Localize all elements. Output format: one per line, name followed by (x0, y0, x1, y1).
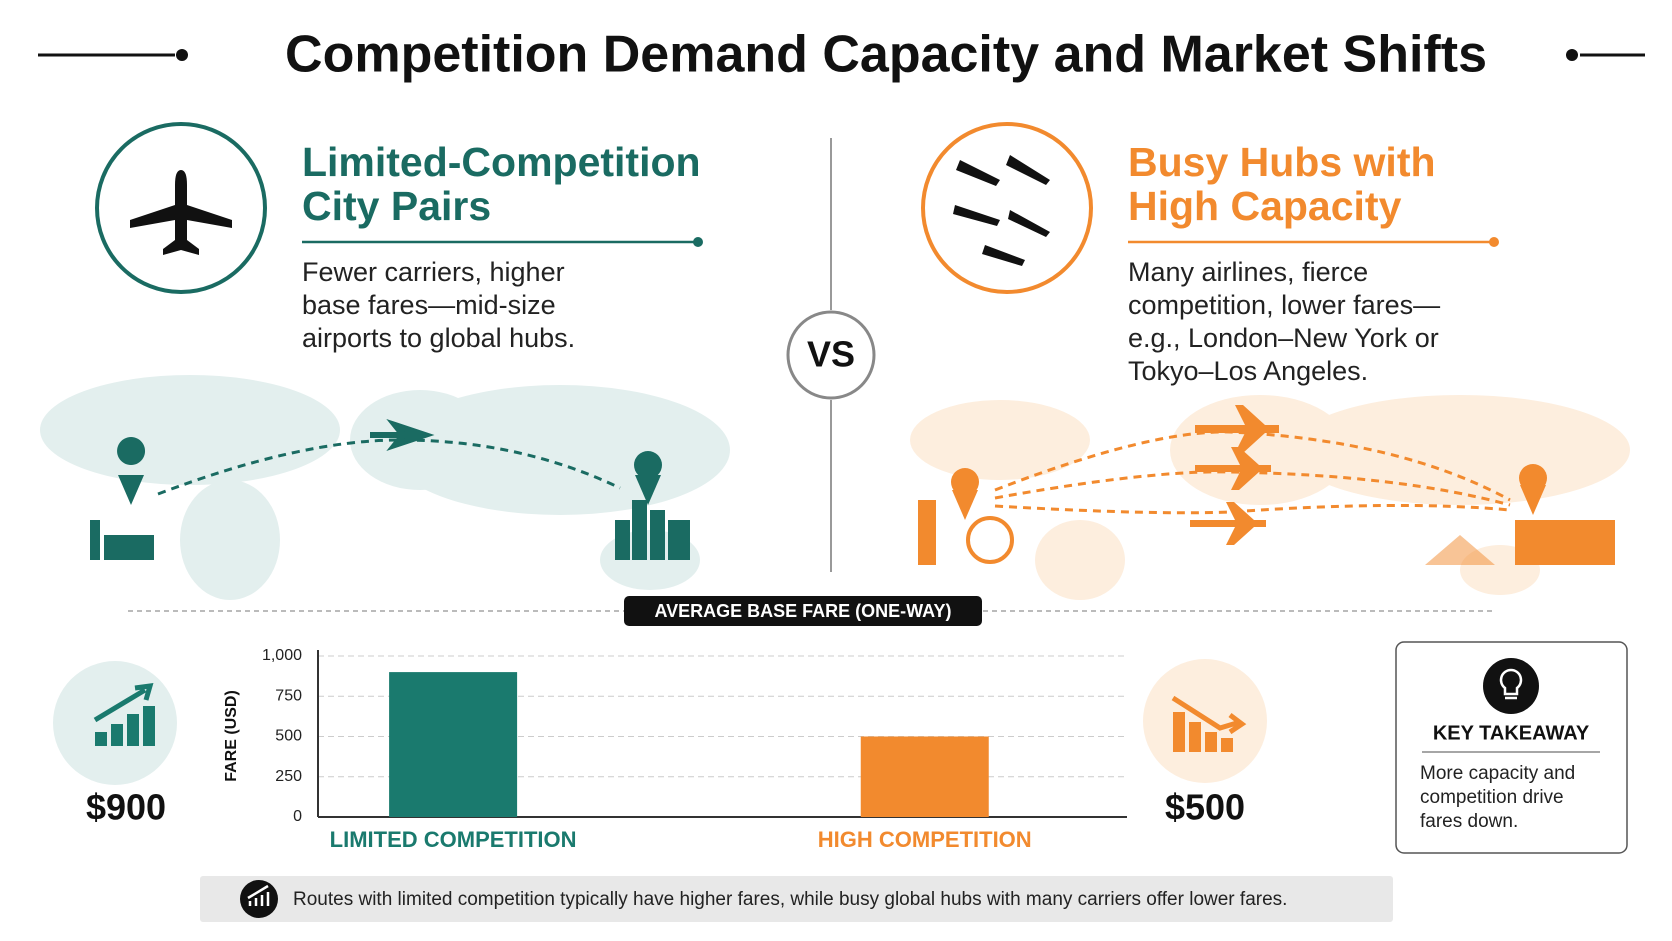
x-tick-label: LIMITED COMPETITION (330, 827, 577, 852)
heading-dot (693, 237, 703, 247)
value-label: $500 (1165, 787, 1245, 828)
pins-left (90, 437, 690, 560)
bar (389, 672, 518, 817)
bulb-icon (1483, 658, 1539, 714)
plane-icon (370, 418, 435, 452)
right-heading: Busy Hubs with High Capacity (1128, 139, 1436, 229)
takeaway-text: More capacity and competition drive fare… (1420, 763, 1576, 832)
page-title: Competition Demand Capacity and Market S… (285, 26, 1487, 84)
y-tick-label: 0 (293, 808, 302, 825)
left-description: Fewer carriers, higher base fares—mid-si… (302, 257, 576, 353)
y-tick-label: 500 (275, 728, 302, 745)
growth-icon (95, 706, 155, 746)
plane-icon (130, 170, 232, 255)
footer-glyph (247, 884, 270, 906)
left-heading: Limited-Competition City Pairs (302, 139, 701, 229)
route (157, 438, 621, 496)
chart-title-pill (624, 596, 982, 626)
bar (860, 736, 989, 817)
icon-circle (921, 122, 1093, 294)
right-description: Many airlines, fierce competition, lower… (1128, 257, 1441, 386)
decline-icon (1173, 712, 1233, 752)
map-left (40, 375, 730, 600)
footer-bar (200, 876, 1393, 922)
bulb-glyph (1499, 668, 1523, 700)
stat-circle (53, 661, 177, 785)
footer-icon (240, 880, 278, 918)
x-tick-label: HIGH COMPETITION (818, 827, 1032, 852)
plane-icons (1190, 405, 1279, 545)
title-dot (176, 49, 188, 61)
y-tick-label: 1,000 (262, 647, 302, 664)
y-tick-label: 250 (275, 768, 302, 785)
icon-circle (95, 122, 267, 294)
heading-dot (1489, 237, 1499, 247)
value-label: $900 (86, 787, 166, 828)
decline-arrow (1171, 695, 1247, 735)
growth-arrow (93, 683, 154, 723)
vs-circle (786, 310, 876, 400)
y-axis-label: FARE (USD) (223, 690, 240, 782)
title-dot (1566, 49, 1578, 61)
planes-icon (953, 155, 1050, 266)
footer-note: Routes with limited competition typicall… (293, 889, 1287, 910)
vs-label: VS (807, 334, 855, 375)
y-tick-label: 750 (275, 687, 302, 704)
takeaway-title: KEY TAKEAWAY (1433, 722, 1590, 744)
pins-right (918, 464, 1615, 565)
chart-title: AVERAGE BASE FARE (ONE-WAY) (654, 601, 951, 621)
takeaway-box (1395, 641, 1628, 854)
